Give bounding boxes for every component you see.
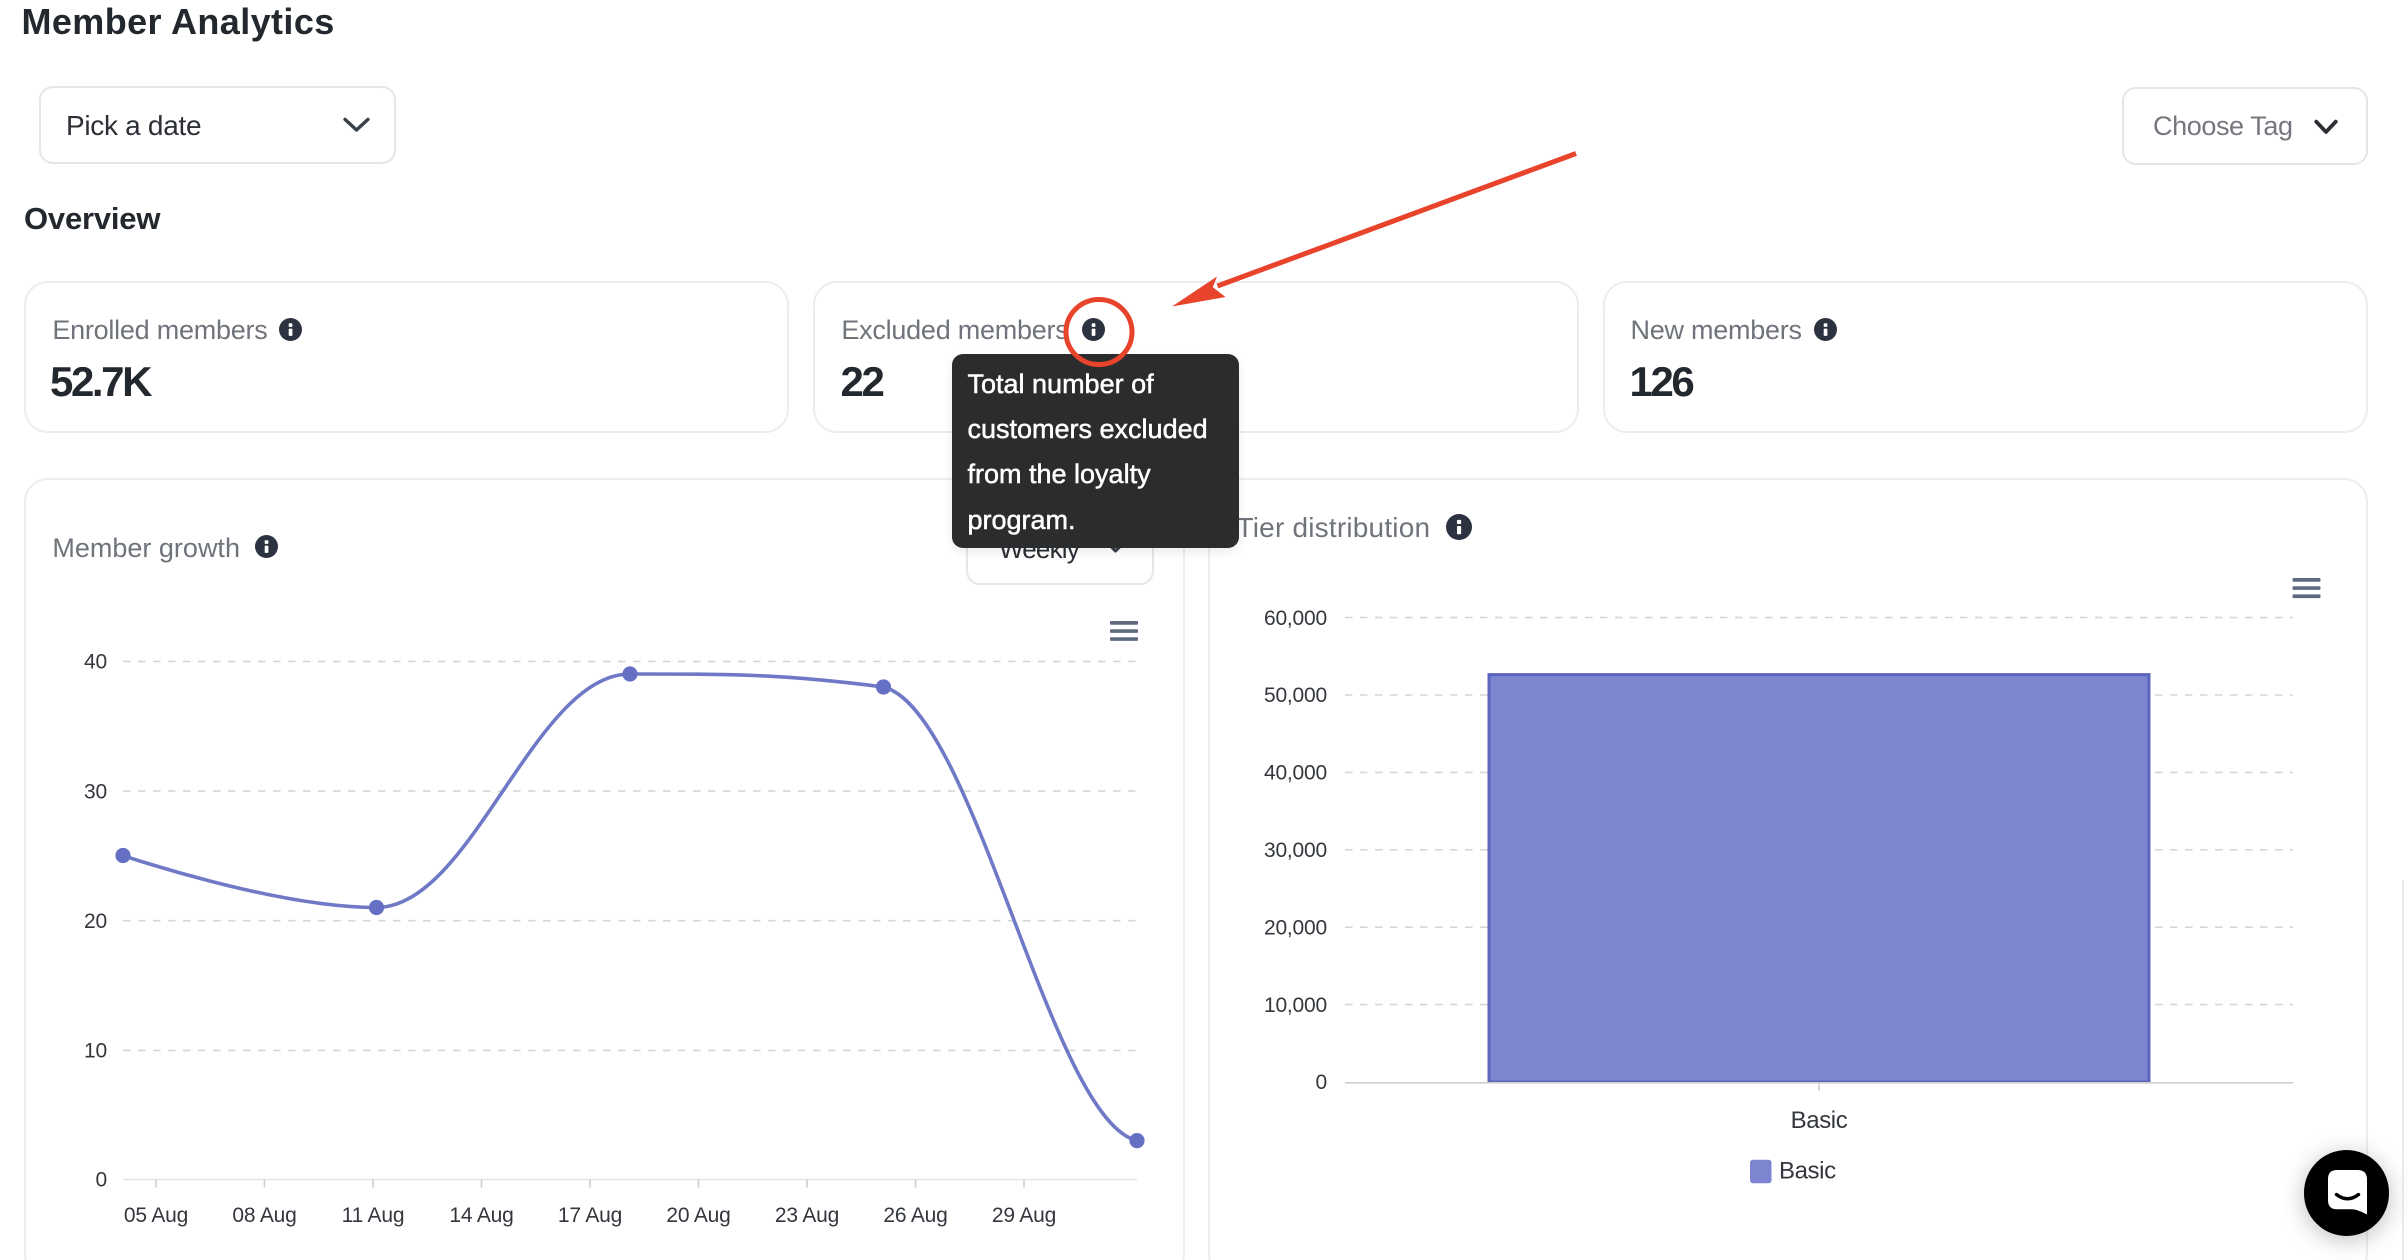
- svg-text:Basic: Basic: [1791, 1107, 1848, 1134]
- svg-text:23 Aug: 23 Aug: [775, 1204, 839, 1227]
- svg-text:50,000: 50,000: [1264, 684, 1327, 707]
- svg-text:08 Aug: 08 Aug: [232, 1204, 296, 1227]
- svg-text:26 Aug: 26 Aug: [883, 1204, 947, 1227]
- svg-text:10,000: 10,000: [1264, 994, 1327, 1017]
- svg-text:0: 0: [1316, 1071, 1327, 1094]
- svg-text:40,000: 40,000: [1264, 762, 1327, 785]
- svg-text:11 Aug: 11 Aug: [342, 1204, 405, 1227]
- svg-text:30,000: 30,000: [1264, 839, 1327, 862]
- svg-text:40: 40: [84, 651, 107, 674]
- svg-text:20 Aug: 20 Aug: [666, 1204, 730, 1227]
- svg-text:05 Aug: 05 Aug: [124, 1204, 188, 1227]
- svg-text:29 Aug: 29 Aug: [992, 1204, 1056, 1227]
- svg-text:60,000: 60,000: [1264, 607, 1327, 630]
- svg-text:20,000: 20,000: [1264, 916, 1327, 939]
- svg-text:Basic: Basic: [1779, 1158, 1836, 1185]
- svg-text:20: 20: [84, 910, 107, 933]
- svg-text:30: 30: [84, 780, 107, 803]
- svg-text:0: 0: [96, 1169, 107, 1192]
- svg-text:10: 10: [84, 1040, 107, 1063]
- svg-text:14 Aug: 14 Aug: [449, 1204, 513, 1227]
- svg-text:17 Aug: 17 Aug: [558, 1204, 622, 1227]
